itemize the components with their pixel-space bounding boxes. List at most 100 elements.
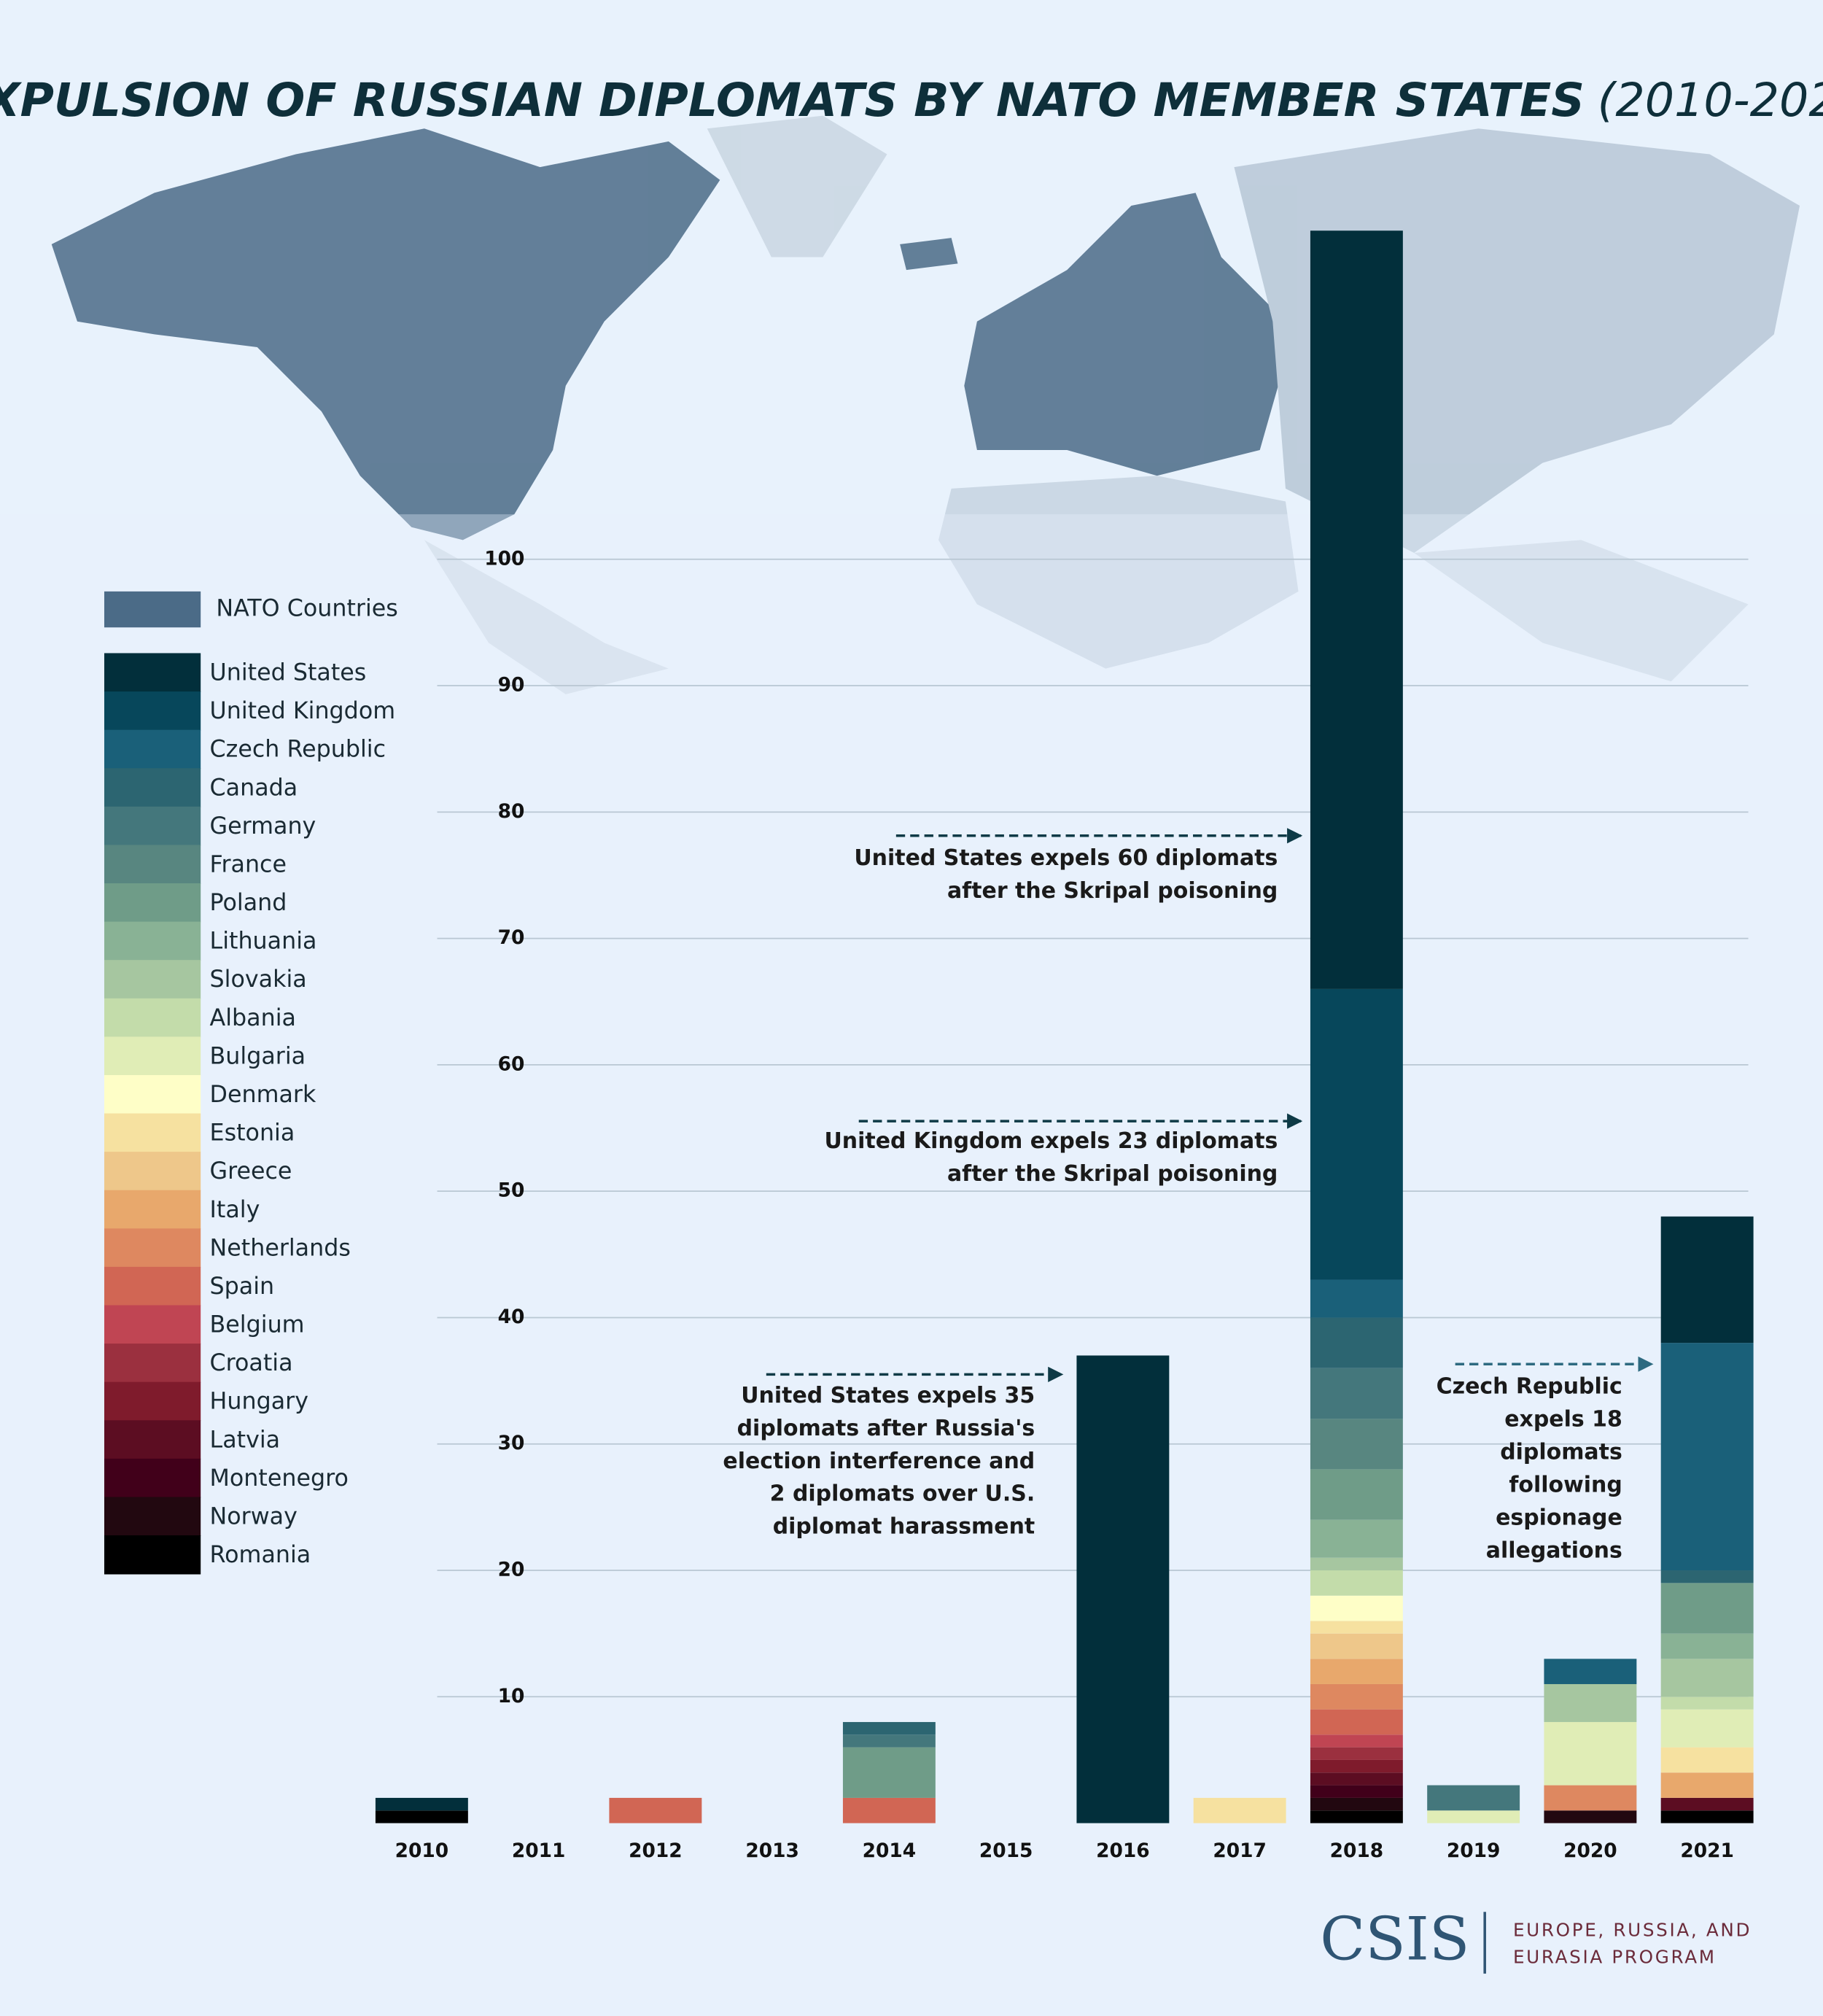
legend-label: Greece	[210, 1158, 292, 1185]
bar-segment	[1660, 1343, 1754, 1571]
annotation-text: espionage	[1496, 1505, 1622, 1530]
bar-segment	[1310, 1683, 1403, 1710]
bar-segment	[1660, 1659, 1754, 1697]
legend-label: United States	[210, 660, 367, 686]
legend-swatch	[104, 1228, 201, 1268]
bar-segment	[1660, 1633, 1754, 1659]
annotation-text: following	[1509, 1472, 1622, 1497]
bar-segment	[1310, 1419, 1403, 1470]
bar-segment	[1310, 1785, 1403, 1798]
x-tick-label: 2019	[1447, 1839, 1501, 1862]
annotation-text: after the Skripal poisoning	[947, 1161, 1278, 1187]
bar-segment	[1310, 1519, 1403, 1558]
bar-segment	[1310, 1368, 1403, 1419]
legend-swatch	[104, 768, 201, 807]
bar-segment	[1310, 1747, 1403, 1760]
legend-label: Romania	[210, 1542, 311, 1568]
bar-segment	[1310, 1659, 1403, 1684]
legend-swatch	[104, 1190, 201, 1230]
bar-segment	[1660, 1583, 1754, 1634]
chart-title: EXPULSION OF RUSSIAN DIPLOMATS BY NATO M…	[0, 73, 1823, 127]
bar-segment	[1544, 1785, 1637, 1811]
map-legend-swatch	[104, 591, 201, 628]
y-tick-label: 100	[484, 547, 524, 570]
y-tick-label: 50	[498, 1179, 525, 1202]
legend-swatch	[104, 883, 201, 923]
bar-segment	[1310, 1734, 1403, 1748]
legend-swatch	[104, 806, 201, 846]
bar-segment	[1660, 1797, 1754, 1811]
legend-label: Albania	[210, 1005, 296, 1031]
x-tick-label: 2011	[512, 1839, 566, 1862]
annotation-text: after the Skripal poisoning	[947, 878, 1278, 904]
bar-segment	[1427, 1810, 1520, 1823]
bar-segment	[1310, 1810, 1403, 1823]
bar-segment	[1660, 1709, 1754, 1748]
legend-label: Lithuania	[210, 928, 317, 955]
x-tick-label: 2013	[745, 1839, 799, 1862]
legend-swatch	[104, 1420, 201, 1459]
annotation-text: diplomats	[1500, 1439, 1622, 1465]
x-tick-label: 2010	[395, 1839, 449, 1862]
x-tick-label: 2018	[1330, 1839, 1384, 1862]
legend-swatch	[104, 1113, 201, 1153]
bar-segment	[1310, 1633, 1403, 1659]
central-america	[424, 540, 669, 694]
south-asia	[1414, 540, 1749, 682]
annotation-text: expels 18	[1504, 1406, 1622, 1432]
legend-swatch	[104, 729, 201, 769]
legend-label: France	[210, 851, 287, 877]
legend-label: Montenegro	[210, 1465, 349, 1492]
x-tick-label: 2017	[1213, 1839, 1267, 1862]
y-tick-label: 30	[498, 1432, 525, 1454]
annotation-text: United States expels 60 diplomats	[854, 845, 1278, 871]
legend-label: Canada	[210, 775, 298, 801]
legend-swatch	[104, 1535, 201, 1575]
legend-label: Slovakia	[210, 966, 307, 993]
annotation-text: 2 diplomats over U.S.	[770, 1481, 1035, 1507]
x-tick-label: 2020	[1563, 1839, 1617, 1862]
bar-segment	[1544, 1721, 1637, 1786]
bar-segment	[1310, 1557, 1403, 1571]
footer-program: EURASIA PROGRAM	[1513, 1947, 1717, 1968]
legend-swatch	[104, 960, 201, 999]
legend-swatch	[104, 1152, 201, 1191]
bar-segment	[1076, 1355, 1170, 1823]
bar-segment	[1193, 1797, 1286, 1823]
y-tick-label: 20	[498, 1559, 525, 1581]
bar-segment	[1427, 1785, 1520, 1811]
legend-label: Spain	[210, 1273, 275, 1300]
legend-swatch	[104, 998, 201, 1038]
x-tick-label: 2012	[629, 1839, 683, 1862]
legend-label: Estonia	[210, 1120, 295, 1147]
annotation-text: diplomat harassment	[773, 1514, 1035, 1540]
bar-segment	[1660, 1772, 1754, 1798]
legend-label: Italy	[210, 1197, 260, 1223]
bar-segment	[842, 1721, 936, 1735]
africa	[938, 476, 1299, 669]
legend-label: Netherlands	[210, 1235, 351, 1261]
legend-swatch	[104, 1266, 201, 1306]
annotation-text: United Kingdom expels 23 diplomats	[824, 1128, 1278, 1154]
annotation-text: election interference and	[723, 1449, 1035, 1474]
bar-segment	[1310, 1279, 1403, 1318]
legend-label: Croatia	[210, 1350, 293, 1376]
legend-label: Germany	[210, 813, 316, 840]
legend-swatch	[104, 1458, 201, 1498]
bar-segment	[842, 1747, 936, 1798]
legend-label: Latvia	[210, 1427, 281, 1453]
annotation-text: allegations	[1486, 1538, 1622, 1563]
bar-segment	[842, 1734, 936, 1748]
bar-segment	[1660, 1570, 1754, 1583]
legend-swatch	[104, 1305, 201, 1344]
north-america	[51, 128, 720, 540]
legend-swatch	[104, 653, 201, 692]
bar-segment	[375, 1797, 468, 1811]
y-tick-label: 60	[498, 1052, 525, 1075]
footer-logo: CSIS	[1320, 1905, 1469, 1974]
bar-segment	[1310, 1797, 1403, 1811]
legend-label: Poland	[210, 890, 287, 916]
bar-segment	[1544, 1659, 1637, 1684]
annotation-text: United States expels 35	[741, 1383, 1035, 1408]
